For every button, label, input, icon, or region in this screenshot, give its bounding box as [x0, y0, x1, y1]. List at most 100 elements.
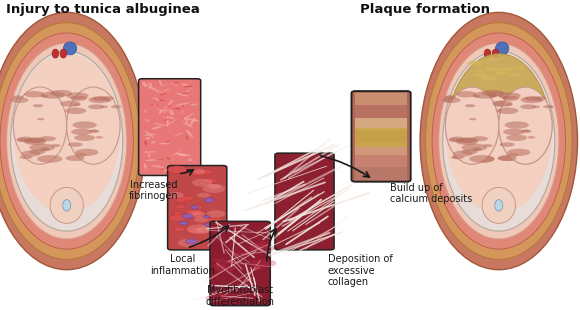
Ellipse shape: [185, 209, 202, 216]
Ellipse shape: [186, 129, 193, 138]
Ellipse shape: [164, 107, 167, 108]
FancyBboxPatch shape: [210, 221, 270, 306]
Ellipse shape: [473, 147, 481, 150]
Ellipse shape: [156, 90, 165, 94]
Ellipse shape: [0, 33, 133, 249]
Ellipse shape: [72, 121, 97, 129]
Ellipse shape: [443, 97, 461, 103]
Ellipse shape: [515, 67, 523, 69]
Ellipse shape: [171, 160, 175, 161]
Ellipse shape: [37, 155, 63, 163]
Ellipse shape: [29, 149, 45, 154]
Ellipse shape: [171, 166, 180, 169]
Ellipse shape: [453, 151, 473, 157]
Bar: [355, 118, 407, 130]
Ellipse shape: [524, 96, 540, 101]
Ellipse shape: [159, 109, 162, 114]
Ellipse shape: [492, 49, 499, 58]
Ellipse shape: [448, 138, 462, 142]
Ellipse shape: [179, 154, 191, 156]
Ellipse shape: [50, 144, 60, 147]
Ellipse shape: [499, 92, 521, 99]
Ellipse shape: [473, 95, 481, 98]
Ellipse shape: [144, 169, 147, 171]
Ellipse shape: [517, 67, 524, 69]
Ellipse shape: [453, 151, 473, 157]
Ellipse shape: [204, 198, 215, 202]
Ellipse shape: [449, 137, 466, 142]
Ellipse shape: [166, 140, 169, 142]
Ellipse shape: [456, 138, 478, 145]
Ellipse shape: [25, 138, 42, 144]
Ellipse shape: [467, 61, 481, 65]
Ellipse shape: [158, 143, 171, 144]
Ellipse shape: [509, 73, 522, 77]
Ellipse shape: [173, 133, 183, 136]
Ellipse shape: [534, 96, 546, 100]
Ellipse shape: [16, 138, 30, 142]
Ellipse shape: [498, 155, 517, 161]
Ellipse shape: [169, 215, 187, 222]
Ellipse shape: [105, 100, 111, 102]
Ellipse shape: [191, 170, 206, 176]
Ellipse shape: [537, 100, 543, 102]
Ellipse shape: [24, 91, 45, 97]
Ellipse shape: [508, 149, 531, 156]
Ellipse shape: [188, 170, 195, 172]
Ellipse shape: [498, 155, 517, 161]
Ellipse shape: [60, 49, 67, 58]
Ellipse shape: [190, 205, 203, 210]
Ellipse shape: [159, 80, 162, 86]
Ellipse shape: [144, 131, 154, 138]
Ellipse shape: [155, 107, 166, 113]
Ellipse shape: [208, 217, 222, 223]
Ellipse shape: [157, 103, 158, 106]
Ellipse shape: [95, 136, 103, 139]
Ellipse shape: [235, 251, 253, 257]
Ellipse shape: [170, 169, 180, 173]
Ellipse shape: [456, 91, 477, 97]
Text: Build up of
calcium deposits: Build up of calcium deposits: [390, 183, 472, 205]
Ellipse shape: [50, 90, 72, 97]
Ellipse shape: [41, 147, 49, 150]
Ellipse shape: [50, 187, 84, 224]
Text: Plaque formation: Plaque formation: [360, 3, 490, 16]
Ellipse shape: [445, 95, 456, 99]
Ellipse shape: [75, 153, 87, 157]
Ellipse shape: [168, 100, 173, 105]
Ellipse shape: [203, 178, 217, 183]
Ellipse shape: [482, 90, 504, 97]
Ellipse shape: [89, 96, 111, 103]
Ellipse shape: [506, 135, 527, 141]
Ellipse shape: [438, 43, 559, 239]
Ellipse shape: [506, 135, 527, 141]
Ellipse shape: [188, 228, 204, 234]
Ellipse shape: [472, 136, 488, 141]
Ellipse shape: [40, 148, 49, 151]
Ellipse shape: [33, 104, 43, 107]
Ellipse shape: [213, 263, 226, 267]
Ellipse shape: [173, 227, 186, 232]
Ellipse shape: [495, 42, 509, 55]
Ellipse shape: [473, 91, 497, 99]
Ellipse shape: [206, 210, 225, 218]
Ellipse shape: [65, 108, 86, 114]
Ellipse shape: [72, 104, 81, 106]
Ellipse shape: [497, 108, 519, 114]
Ellipse shape: [13, 87, 67, 164]
Ellipse shape: [168, 106, 172, 107]
Ellipse shape: [503, 129, 524, 135]
Ellipse shape: [507, 153, 519, 157]
Ellipse shape: [182, 214, 193, 218]
Ellipse shape: [502, 96, 519, 101]
Ellipse shape: [469, 61, 481, 64]
Ellipse shape: [168, 166, 188, 174]
Text: Local
inflammation: Local inflammation: [150, 254, 215, 276]
Ellipse shape: [169, 83, 179, 86]
Ellipse shape: [197, 193, 210, 198]
Ellipse shape: [144, 140, 147, 145]
Ellipse shape: [474, 73, 481, 75]
Ellipse shape: [189, 211, 205, 217]
Ellipse shape: [165, 115, 166, 118]
Ellipse shape: [473, 95, 481, 98]
